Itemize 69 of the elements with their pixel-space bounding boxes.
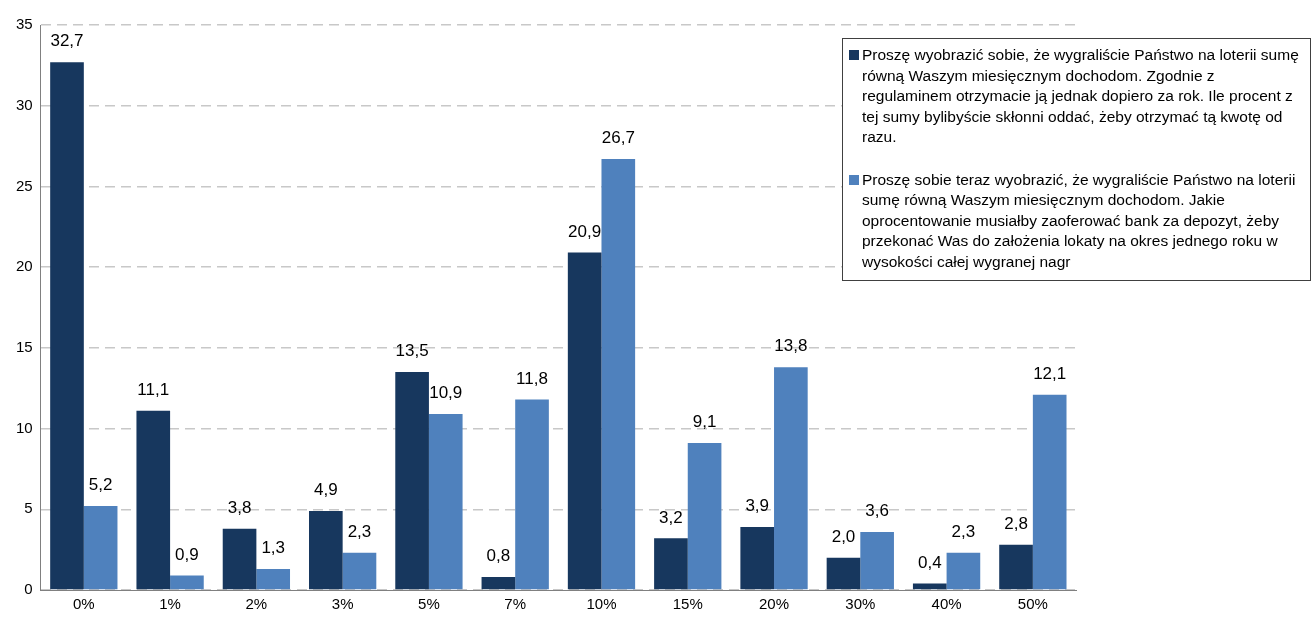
y-tick-label: 5	[24, 499, 33, 517]
bar	[687, 443, 722, 590]
y-tick-label: 20	[16, 257, 33, 275]
bar	[567, 252, 602, 590]
y-tick-label: 30	[16, 95, 33, 113]
y-tick-label: 35	[16, 15, 33, 33]
data-label: 13,5	[395, 341, 429, 361]
bar	[50, 62, 84, 590]
bar	[1032, 394, 1067, 590]
data-label: 3,8	[227, 497, 252, 517]
x-tick-label: 7%	[504, 595, 527, 613]
bar	[428, 414, 463, 590]
x-tick-label: 20%	[759, 595, 790, 613]
bar	[826, 557, 861, 590]
data-label: 5,2	[88, 475, 113, 495]
bar	[860, 531, 894, 590]
data-label: 1,3	[261, 538, 286, 558]
y-tick-label: 0	[24, 580, 33, 598]
x-tick-label: 1%	[159, 595, 181, 613]
bar	[946, 552, 981, 590]
x-tick-label: 2%	[245, 595, 268, 613]
bar	[774, 367, 808, 590]
data-label: 3,2	[659, 507, 683, 527]
y-tick-label: 15	[16, 338, 33, 355]
legend-label: Proszę wyobrazić sobie, że wygraliście Państwo na loterii sumę równą Waszym miesięcznym dochodom. Zgodnie z regulaminem otrzymacie ją jednak dopiero za rok. Ile procent z tej sumy bylibyście skłonni oddać, żeby otrzymać tą kwotę od razu.	[862, 45, 1300, 147]
legend-label: Proszę sobie teraz wyobrazić, że wygraliście Państwo na loterii sumę równą Waszym miesięcznym dochodom. Jakie oprocentowanie musiałby zaoferować bank za depozyt, żeby przekonać Was do założenia lokaty na okres jednego roku w wysokości całej wygranej nagr	[862, 169, 1297, 272]
x-tick-label: 3%	[331, 595, 354, 613]
y-tick-label: 25	[16, 176, 33, 194]
bar	[515, 399, 549, 590]
data-label: 2,3	[347, 522, 372, 542]
data-label: 20,9	[568, 221, 602, 241]
data-label: 4,9	[314, 480, 338, 500]
data-label: 0,9	[175, 544, 199, 564]
bar	[170, 575, 204, 590]
data-label: 9,1	[692, 412, 717, 432]
x-tick-label: 10%	[586, 595, 617, 613]
data-label: 2,8	[1004, 513, 1028, 533]
x-tick-label: 40%	[931, 595, 962, 613]
x-tick-label: 50%	[1017, 595, 1048, 613]
data-label: 11,1	[137, 380, 170, 399]
data-label: 0,4	[917, 552, 942, 572]
x-tick-label: 15%	[672, 595, 703, 613]
data-label: 2,0	[831, 526, 856, 546]
data-label: 12,1	[1033, 363, 1067, 383]
x-tick-label: 0%	[72, 595, 95, 613]
bar	[83, 506, 118, 590]
data-label: 26,7	[601, 128, 635, 148]
bar	[601, 158, 636, 590]
x-tick-label: 5%	[418, 595, 440, 613]
data-label: 3,9	[745, 496, 770, 516]
bar	[136, 410, 171, 590]
bar	[222, 528, 257, 590]
bar	[309, 510, 343, 590]
bar	[256, 569, 291, 590]
bar	[342, 552, 377, 590]
x-tick-label: 30%	[845, 595, 876, 613]
bar	[395, 372, 429, 590]
data-label: 0,8	[486, 546, 511, 566]
y-tick-label: 10	[16, 418, 33, 436]
bar	[999, 544, 1033, 590]
data-label: 10,9	[429, 383, 463, 403]
data-label: 32,7	[50, 31, 84, 51]
bar	[481, 577, 516, 590]
data-label: 11,8	[516, 368, 548, 388]
bar	[740, 527, 775, 590]
bar	[654, 538, 688, 590]
data-label: 3,6	[865, 501, 889, 521]
data-label: 13,8	[774, 336, 808, 356]
data-label: 2,3	[951, 522, 976, 542]
